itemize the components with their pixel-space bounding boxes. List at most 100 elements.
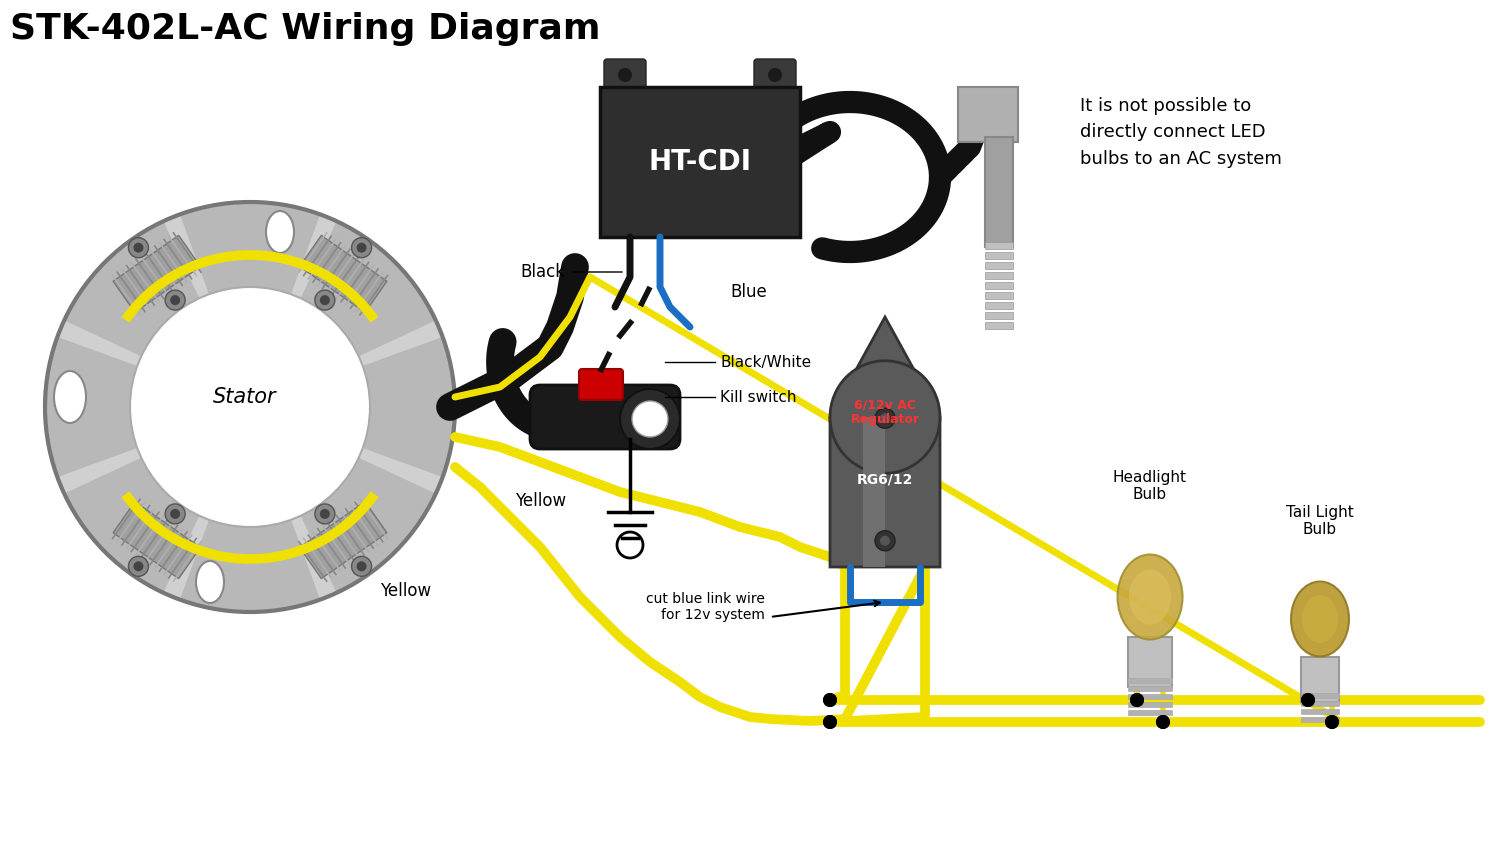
Polygon shape — [830, 317, 940, 567]
Ellipse shape — [830, 361, 940, 473]
Circle shape — [357, 243, 366, 252]
Circle shape — [1156, 715, 1170, 729]
Bar — [986, 292, 1012, 299]
Circle shape — [880, 536, 890, 545]
Circle shape — [45, 202, 455, 612]
Circle shape — [315, 504, 334, 524]
Text: Blue: Blue — [730, 283, 766, 301]
Bar — [1128, 686, 1172, 691]
FancyBboxPatch shape — [600, 87, 800, 237]
Circle shape — [768, 68, 782, 82]
Wedge shape — [64, 221, 251, 407]
FancyBboxPatch shape — [754, 59, 796, 90]
FancyBboxPatch shape — [530, 385, 680, 449]
Circle shape — [632, 401, 668, 437]
Bar — [986, 322, 1012, 329]
Bar — [986, 302, 1012, 309]
Ellipse shape — [266, 211, 294, 253]
FancyBboxPatch shape — [579, 369, 622, 400]
Circle shape — [129, 238, 149, 257]
Circle shape — [320, 295, 330, 305]
Polygon shape — [300, 501, 387, 579]
Circle shape — [351, 238, 372, 257]
Circle shape — [134, 562, 144, 572]
Polygon shape — [112, 501, 201, 579]
Circle shape — [134, 243, 144, 252]
Circle shape — [357, 562, 366, 572]
Wedge shape — [64, 407, 251, 593]
Circle shape — [1300, 693, 1316, 707]
Bar — [986, 242, 1012, 249]
Text: RG6/12: RG6/12 — [856, 473, 913, 486]
Circle shape — [1324, 715, 1340, 729]
Wedge shape — [251, 407, 436, 593]
Bar — [986, 282, 1012, 289]
Circle shape — [1300, 693, 1316, 707]
Circle shape — [1324, 715, 1340, 729]
Bar — [1128, 678, 1172, 683]
Bar — [986, 252, 1012, 259]
Circle shape — [824, 693, 837, 707]
Wedge shape — [45, 337, 251, 477]
Text: Black/White: Black/White — [720, 355, 812, 369]
Text: Black: Black — [520, 263, 566, 281]
Bar — [986, 262, 1012, 269]
Text: It is not possible to
directly connect LED
bulbs to an AC system: It is not possible to directly connect L… — [1080, 97, 1282, 168]
Circle shape — [824, 715, 837, 729]
Wedge shape — [251, 337, 454, 477]
Bar — [1300, 717, 1340, 722]
Circle shape — [320, 509, 330, 519]
Bar — [1128, 637, 1172, 687]
Bar — [986, 272, 1012, 279]
Circle shape — [165, 504, 184, 524]
Bar — [1300, 657, 1340, 702]
Text: Tail Light
Bulb: Tail Light Bulb — [1286, 505, 1354, 537]
Bar — [1128, 694, 1172, 699]
Circle shape — [620, 389, 680, 449]
Text: cut blue link wire
for 12v system: cut blue link wire for 12v system — [646, 592, 765, 622]
Circle shape — [874, 408, 896, 429]
Circle shape — [1130, 693, 1144, 707]
Bar — [862, 417, 885, 567]
Wedge shape — [251, 221, 436, 407]
Circle shape — [351, 556, 372, 576]
Bar — [986, 312, 1012, 319]
Wedge shape — [180, 202, 320, 407]
FancyBboxPatch shape — [604, 59, 646, 90]
Circle shape — [824, 715, 837, 729]
Bar — [1300, 693, 1340, 698]
Ellipse shape — [1130, 569, 1172, 624]
Wedge shape — [180, 407, 320, 612]
Text: 6/12v AC
Regulator: 6/12v AC Regulator — [850, 398, 920, 426]
Circle shape — [165, 291, 184, 310]
Circle shape — [170, 295, 180, 305]
Circle shape — [315, 291, 334, 310]
Circle shape — [1130, 693, 1144, 707]
Circle shape — [618, 68, 632, 82]
Circle shape — [1156, 715, 1170, 729]
Ellipse shape — [54, 371, 86, 423]
Text: STK-402L-AC Wiring Diagram: STK-402L-AC Wiring Diagram — [10, 12, 600, 46]
Circle shape — [874, 531, 896, 551]
Circle shape — [824, 693, 837, 707]
Circle shape — [130, 287, 370, 527]
FancyBboxPatch shape — [986, 137, 1012, 247]
Text: Yellow: Yellow — [514, 492, 566, 510]
FancyBboxPatch shape — [958, 87, 1018, 142]
Bar — [1128, 710, 1172, 715]
Text: Kill switch: Kill switch — [720, 390, 797, 405]
Circle shape — [880, 413, 890, 424]
Text: HT-CDI: HT-CDI — [648, 148, 752, 176]
Polygon shape — [300, 235, 387, 313]
Text: Yellow: Yellow — [380, 582, 430, 600]
Circle shape — [170, 509, 180, 519]
Ellipse shape — [1292, 582, 1348, 656]
Bar — [1300, 709, 1340, 714]
Ellipse shape — [1118, 555, 1182, 639]
Text: Headlight
Bulb: Headlight Bulb — [1113, 469, 1186, 502]
Polygon shape — [112, 235, 201, 313]
Text: Stator: Stator — [213, 387, 278, 407]
Ellipse shape — [1302, 595, 1338, 643]
Bar — [1128, 702, 1172, 707]
Circle shape — [129, 556, 149, 576]
